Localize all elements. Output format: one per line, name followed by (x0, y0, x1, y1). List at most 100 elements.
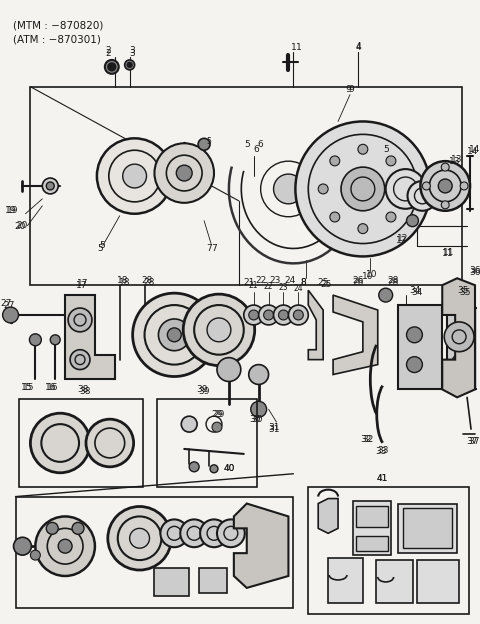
Text: 13: 13 (451, 155, 463, 163)
Polygon shape (333, 295, 378, 374)
Text: 7: 7 (206, 244, 212, 253)
Circle shape (70, 349, 90, 369)
Bar (353, 500, 391, 555)
Circle shape (42, 178, 58, 194)
Text: 19: 19 (5, 207, 16, 215)
Text: 31: 31 (268, 422, 279, 432)
Text: (MTM : −870820): (MTM : −870820) (12, 20, 103, 30)
Circle shape (207, 318, 231, 342)
Bar (356, 505, 388, 527)
Text: 22: 22 (255, 276, 266, 285)
Polygon shape (308, 290, 323, 359)
Text: 17: 17 (76, 281, 88, 290)
Text: 25: 25 (317, 278, 329, 286)
Text: 41: 41 (377, 474, 388, 483)
Text: 24: 24 (294, 284, 303, 293)
Text: 34: 34 (412, 288, 423, 296)
Text: 36: 36 (469, 266, 480, 275)
Text: 10: 10 (366, 270, 378, 279)
Text: 32: 32 (362, 434, 373, 444)
Circle shape (72, 522, 84, 534)
Circle shape (2, 307, 19, 323)
Text: 6: 6 (254, 145, 260, 154)
Text: 23: 23 (279, 283, 288, 291)
Circle shape (293, 310, 303, 320)
Circle shape (46, 182, 54, 190)
Circle shape (288, 305, 308, 325)
Bar (155, 568, 189, 596)
Text: 8: 8 (300, 278, 306, 286)
Circle shape (379, 288, 393, 302)
Circle shape (244, 305, 264, 325)
Text: 22: 22 (264, 281, 273, 291)
Text: 5: 5 (97, 244, 103, 253)
Bar (157, 399, 257, 487)
Circle shape (358, 223, 368, 233)
Bar (418, 560, 459, 603)
Text: 16: 16 (47, 383, 58, 392)
Text: 26: 26 (352, 278, 363, 286)
Circle shape (295, 122, 431, 256)
Circle shape (274, 174, 303, 204)
Circle shape (358, 144, 368, 154)
Circle shape (108, 507, 171, 570)
Circle shape (176, 165, 192, 181)
Text: 14: 14 (469, 145, 480, 154)
Circle shape (86, 419, 133, 467)
Text: 6: 6 (258, 140, 264, 149)
Circle shape (58, 539, 72, 553)
Text: 27: 27 (3, 301, 14, 310)
Circle shape (341, 167, 384, 211)
Circle shape (441, 201, 449, 209)
Text: 36: 36 (469, 268, 480, 277)
Circle shape (422, 182, 431, 190)
Text: 29: 29 (211, 410, 223, 419)
Text: 33: 33 (377, 446, 388, 456)
Circle shape (330, 156, 340, 166)
Text: 40: 40 (223, 464, 235, 473)
Circle shape (397, 184, 408, 194)
Text: 28: 28 (142, 276, 153, 285)
Text: 7: 7 (211, 244, 217, 253)
Polygon shape (234, 504, 288, 588)
Circle shape (68, 308, 92, 332)
Text: 20: 20 (17, 221, 28, 230)
Circle shape (181, 416, 197, 432)
Text: 38: 38 (79, 387, 91, 396)
Circle shape (249, 364, 269, 384)
Text: 34: 34 (410, 286, 421, 295)
Text: 17: 17 (77, 279, 89, 288)
Circle shape (217, 519, 245, 547)
Bar (30, 87, 462, 285)
Circle shape (444, 322, 474, 352)
Circle shape (168, 328, 181, 342)
Text: 31: 31 (268, 424, 279, 434)
Text: 30: 30 (249, 415, 261, 424)
Circle shape (441, 163, 449, 171)
Text: 9: 9 (345, 85, 351, 94)
Bar (397, 305, 442, 389)
Circle shape (407, 327, 422, 343)
Circle shape (29, 334, 41, 346)
Bar (19, 399, 143, 487)
Text: 39: 39 (198, 387, 210, 396)
Text: 41: 41 (377, 474, 388, 483)
Text: 35: 35 (457, 286, 469, 295)
Circle shape (438, 179, 452, 193)
Circle shape (386, 156, 396, 166)
Circle shape (160, 519, 188, 547)
Text: 3: 3 (130, 49, 135, 59)
Circle shape (452, 354, 466, 369)
Text: 11: 11 (444, 248, 455, 257)
Circle shape (198, 139, 210, 150)
Text: 28: 28 (387, 278, 398, 286)
Text: 18: 18 (119, 278, 131, 286)
Bar (356, 536, 388, 551)
Circle shape (278, 310, 288, 320)
Text: 8: 8 (300, 278, 306, 286)
Polygon shape (318, 499, 338, 534)
Text: 4: 4 (355, 42, 360, 52)
Text: 14: 14 (468, 147, 479, 156)
Circle shape (274, 305, 293, 325)
Polygon shape (65, 295, 115, 379)
